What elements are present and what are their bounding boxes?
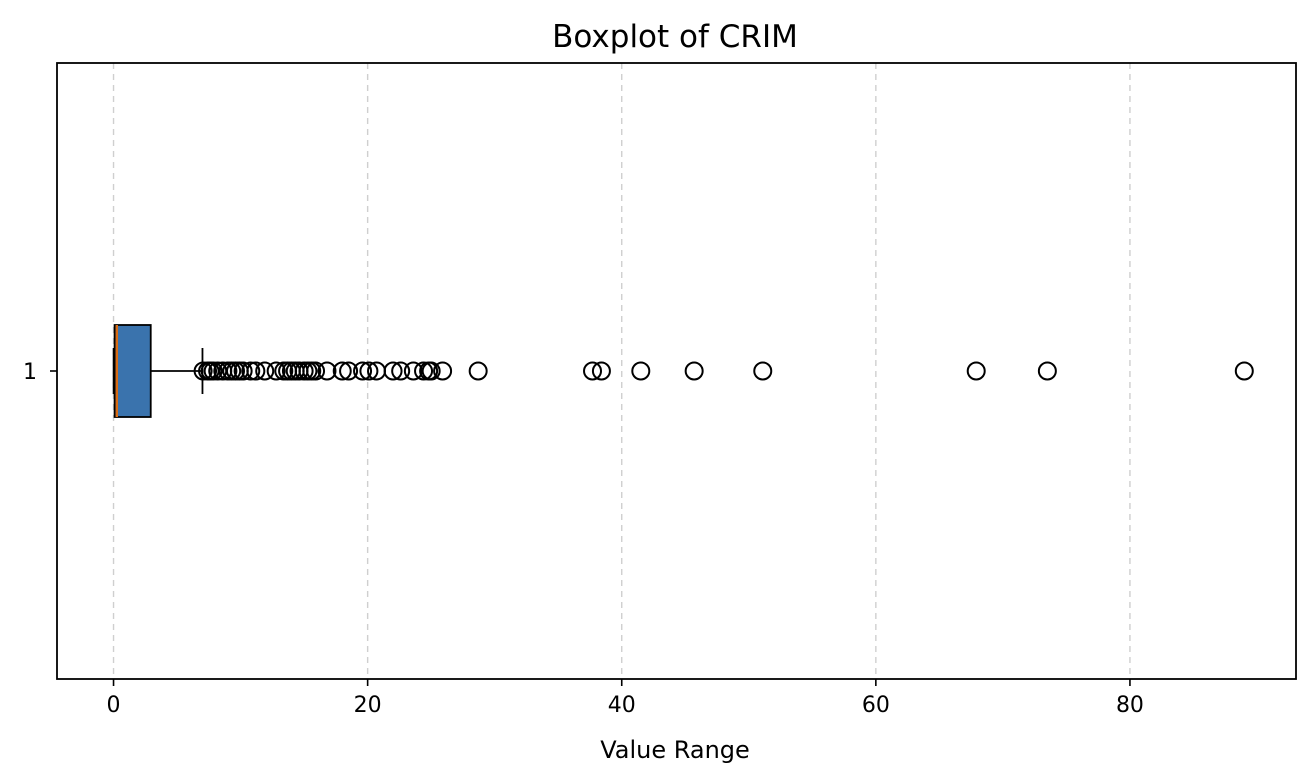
outlier-31 [391, 361, 411, 381]
outlier-43 [966, 361, 986, 381]
outlier-10 [233, 361, 253, 381]
outlier-40 [631, 361, 651, 381]
outlier-38 [583, 361, 603, 381]
outlier-14 [266, 361, 286, 381]
x-tick-label-0: 0 [107, 693, 121, 718]
outlier-28 [359, 361, 379, 381]
plot-layer [112, 324, 1254, 418]
outlier-44 [1037, 361, 1057, 381]
x-tick-label-3: 60 [862, 693, 890, 718]
chart-title: Boxplot of CRIM [552, 19, 798, 55]
outlier-13 [255, 361, 275, 381]
outlier-12 [246, 361, 266, 381]
outlier-41 [684, 361, 704, 381]
x-tick-label-1: 20 [354, 693, 382, 718]
outlier-27 [353, 361, 373, 381]
outlier-33 [414, 361, 434, 381]
axis-layer: 0 20 40 60 80 1 [23, 62, 1297, 718]
outlier-3 [203, 361, 223, 381]
x-tick-label-2: 40 [608, 693, 636, 718]
grid-layer [112, 63, 1131, 679]
outlier-39 [591, 361, 611, 381]
outlier-42 [753, 361, 773, 381]
outlier-23 [306, 361, 326, 381]
outlier-35 [421, 361, 441, 381]
outlier-36 [433, 361, 453, 381]
box [113, 324, 152, 418]
outlier-0 [193, 361, 213, 381]
outlier-45 [1234, 361, 1254, 381]
x-axis-label: Value Range [600, 736, 750, 764]
x-tick-label-4: 80 [1116, 693, 1144, 718]
outlier-26 [339, 361, 359, 381]
outlier-11 [241, 361, 261, 381]
outlier-37 [468, 361, 488, 381]
outlier-30 [383, 361, 403, 381]
y-tick-label-0: 1 [23, 360, 37, 385]
outlier-24 [317, 361, 337, 381]
outlier-25 [332, 361, 352, 381]
